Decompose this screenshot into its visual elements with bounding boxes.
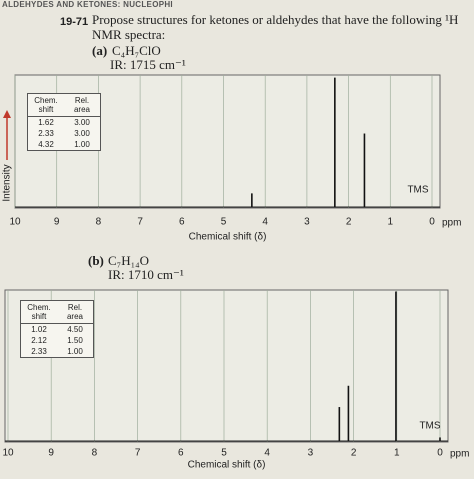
x-tick-label: 4	[264, 448, 270, 459]
table-header: Rel. area	[64, 93, 101, 117]
table-cell: 2.33	[31, 347, 47, 356]
table-row: 2.33 1.00	[21, 346, 94, 358]
x-axis-label: Chemical shift (δ)	[189, 232, 267, 243]
y-axis-label: Intensity	[2, 164, 13, 201]
table-cell: 3.00	[74, 129, 90, 138]
part-label: (b)	[88, 253, 104, 268]
table-row: 4.32 1.00	[28, 139, 101, 151]
reference-label: TMS	[419, 421, 440, 432]
table-cell: 4.50	[67, 325, 83, 334]
x-tick-label: 2	[346, 217, 352, 228]
x-tick-label: 1	[388, 217, 394, 228]
x-tick-label: 7	[135, 448, 141, 459]
x-tick-label: 0	[437, 448, 443, 459]
table-cell: 1.62	[38, 118, 54, 127]
x-tick-label: 5	[221, 448, 227, 459]
table-cell: 1.02	[31, 325, 47, 334]
table-row: 2.33 3.00	[28, 128, 101, 139]
ir-band: IR: 1710 cm⁻¹	[108, 267, 184, 282]
x-tick-label: 10	[9, 217, 21, 228]
formula: C₄H₇ClO	[112, 43, 161, 58]
table-cell: 2.33	[38, 129, 54, 138]
part-label: (a)	[92, 43, 107, 58]
shift-table: Chem. shift Rel. area 1.02 4.50 2.12 1.50 2.33…	[20, 300, 94, 358]
table-cell: 1.00	[67, 347, 83, 356]
intensity-arrowhead	[3, 110, 11, 118]
table-cell: 2.12	[31, 336, 47, 345]
x-tick-label: 1	[394, 448, 400, 459]
table-row: 1.62 3.00	[28, 117, 101, 129]
problem-number: 19-71	[60, 16, 89, 28]
x-axis-label: Chemical shift (δ)	[188, 460, 266, 471]
x-tick-label: 8	[92, 448, 98, 459]
shift-table: Chem. shift Rel. area 1.62 3.00 2.33 3.00 4.32…	[27, 93, 101, 151]
table-header: Rel. area	[57, 300, 94, 324]
running-head: ALDEHYDES AND KETONES: NUCLEOPHI	[2, 0, 173, 9]
table-header-row: Chem. shift Rel. area	[20, 300, 94, 324]
table-header: Chem. shift	[20, 300, 57, 324]
x-tick-label: 2	[351, 448, 357, 459]
prompt: Propose structures for ketones or aldehy…	[92, 12, 459, 42]
formula: C₇H₁₄O	[108, 253, 149, 268]
x-tick-label: 6	[178, 448, 184, 459]
x-tick-label: 9	[48, 448, 54, 459]
x-unit: ppm	[450, 449, 469, 460]
x-tick-label: 7	[137, 217, 143, 228]
x-tick-label: 3	[304, 217, 310, 228]
table-cell: 1.00	[74, 140, 90, 149]
table-row: 1.02 4.50	[21, 324, 94, 336]
table-row: 2.12 1.50	[21, 335, 94, 346]
ir-band: IR: 1715 cm⁻¹	[110, 57, 186, 72]
reference-label: TMS	[407, 185, 428, 196]
table-cell: 3.00	[74, 118, 90, 127]
x-tick-label: 4	[262, 217, 268, 228]
table-header-row: Chem. shift Rel. area	[27, 93, 101, 117]
x-tick-label: 10	[2, 448, 14, 459]
table-header: Chem. shift	[27, 93, 64, 117]
x-tick-label: 3	[308, 448, 314, 459]
x-tick-label: 6	[179, 217, 185, 228]
x-unit: ppm	[442, 218, 461, 229]
x-tick-label: 9	[54, 217, 60, 228]
table-cell: 1.50	[67, 336, 83, 345]
x-tick-label: 8	[96, 217, 102, 228]
table-cell: 4.32	[38, 140, 54, 149]
x-tick-label: 5	[221, 217, 227, 228]
x-tick-label: 0	[429, 217, 435, 228]
